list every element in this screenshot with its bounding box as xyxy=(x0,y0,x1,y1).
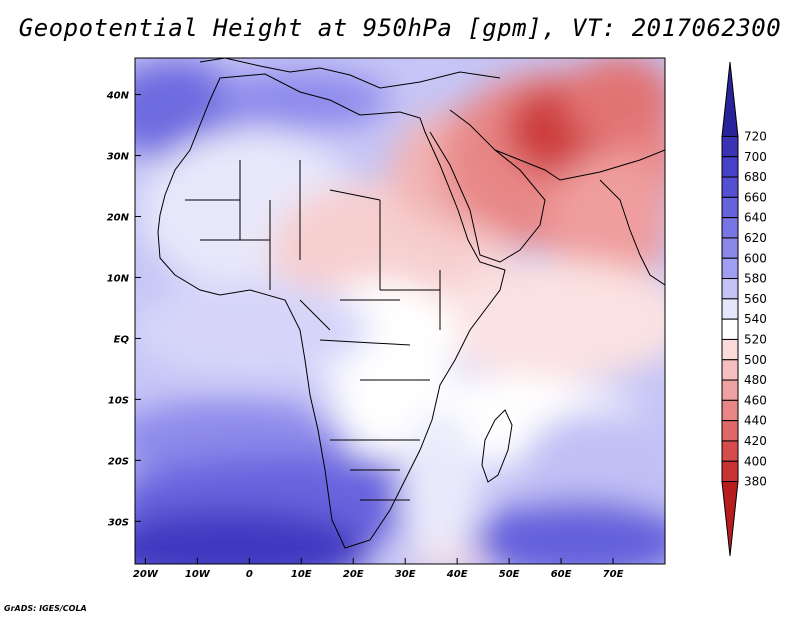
colorbar-swatch xyxy=(721,298,739,320)
colorbar-level-label: 500 xyxy=(744,353,767,367)
lon-tick-label: 60E xyxy=(551,569,572,580)
lon-tick-label: 0 xyxy=(246,569,253,580)
colorbar-swatch xyxy=(721,440,739,462)
colorbar-level-label: 420 xyxy=(744,434,767,448)
colorbar-swatch xyxy=(721,379,739,401)
lon-tick-label: 70E xyxy=(603,569,624,580)
colorbar-swatch xyxy=(721,399,739,422)
colorbar-level-label: 380 xyxy=(744,475,767,489)
lon-tick-label: 30E xyxy=(395,569,416,580)
colorbar-level-label: 560 xyxy=(744,292,767,306)
lon-tick-label: 10W xyxy=(185,569,211,580)
gulf-coastline xyxy=(494,149,665,181)
plot-frame xyxy=(134,57,666,565)
border-lines xyxy=(185,160,441,501)
lon-tick-label: 50E xyxy=(499,569,520,580)
colorbar-swatch xyxy=(721,420,739,442)
colorbar-level-label: 580 xyxy=(744,272,767,286)
colorbar-swatch xyxy=(721,257,739,280)
colorbar-level-label: 440 xyxy=(744,414,767,428)
colorbar-swatch xyxy=(721,217,739,239)
credit-text: GrADS: IGES/COLA xyxy=(4,604,87,613)
colorbar-level-label: 460 xyxy=(744,393,767,407)
lat-tick-label: 40N xyxy=(106,91,130,102)
india-coastline xyxy=(599,179,665,286)
colorbar-swatch xyxy=(721,237,739,259)
longitude-axis: 20W 10W 0 10E 20E 30E 40E 50E 60E 70E xyxy=(133,558,624,580)
lon-tick-label: 40E xyxy=(446,569,468,580)
colorbar-level-label: 720 xyxy=(744,129,767,143)
lon-tick-label: 20E xyxy=(343,569,364,580)
colorbar: 720 700 680 660 640 620 600 580 560 540 520 500 480 4… xyxy=(721,61,767,557)
map-title: Geopotential Height at 950hPa [gpm], VT:… xyxy=(18,14,782,42)
latitude-axis: 40N 30N 20N 10N EQ 10S 20S 30S xyxy=(106,91,141,528)
lon-tick-label: 10E xyxy=(291,569,312,580)
colorbar-level-label: 600 xyxy=(744,251,767,265)
madagascar-coastline xyxy=(481,409,513,483)
lat-tick-label: 10S xyxy=(108,395,129,406)
colorbar-swatch xyxy=(721,460,739,483)
lat-tick-label: 10N xyxy=(107,273,130,284)
colorbar-swatch xyxy=(721,278,739,300)
lat-tick-label: 30N xyxy=(107,152,130,163)
colorbar-swatch xyxy=(721,135,739,158)
arabia-coastline xyxy=(429,109,546,263)
lat-tick-label: EQ xyxy=(114,334,130,345)
lon-tick-label: 20W xyxy=(133,569,159,580)
lat-tick-label: 20S xyxy=(108,456,129,467)
colorbar-bottom-arrow xyxy=(721,481,739,557)
colorbar-level-label: 700 xyxy=(744,150,767,164)
colorbar-swatch xyxy=(721,359,739,381)
coastlines-and-borders xyxy=(157,58,665,549)
field-shading xyxy=(135,58,665,564)
colorbar-swatch xyxy=(721,196,739,219)
lat-tick-label: 30S xyxy=(108,517,129,528)
colorbar-swatch xyxy=(721,318,739,340)
colorbar-level-label: 400 xyxy=(744,454,767,468)
europe-coastline xyxy=(199,58,501,89)
colorbar-level-label: 660 xyxy=(744,190,767,204)
colorbar-level-label: 480 xyxy=(744,373,767,387)
colorbar-level-label: 540 xyxy=(744,312,767,326)
colorbar-swatch xyxy=(721,176,739,198)
colorbar-level-label: 520 xyxy=(744,332,767,346)
colorbar-swatch xyxy=(721,156,739,178)
colorbar-level-label: 620 xyxy=(744,231,767,245)
colorbar-swatch xyxy=(721,338,739,361)
colorbar-top-arrow xyxy=(721,61,739,137)
africa-coastline xyxy=(157,73,506,549)
height-field xyxy=(135,58,665,564)
colorbar-level-label: 640 xyxy=(744,211,767,225)
colorbar-level-label: 680 xyxy=(744,170,767,184)
lat-tick-label: 20N xyxy=(107,213,130,224)
